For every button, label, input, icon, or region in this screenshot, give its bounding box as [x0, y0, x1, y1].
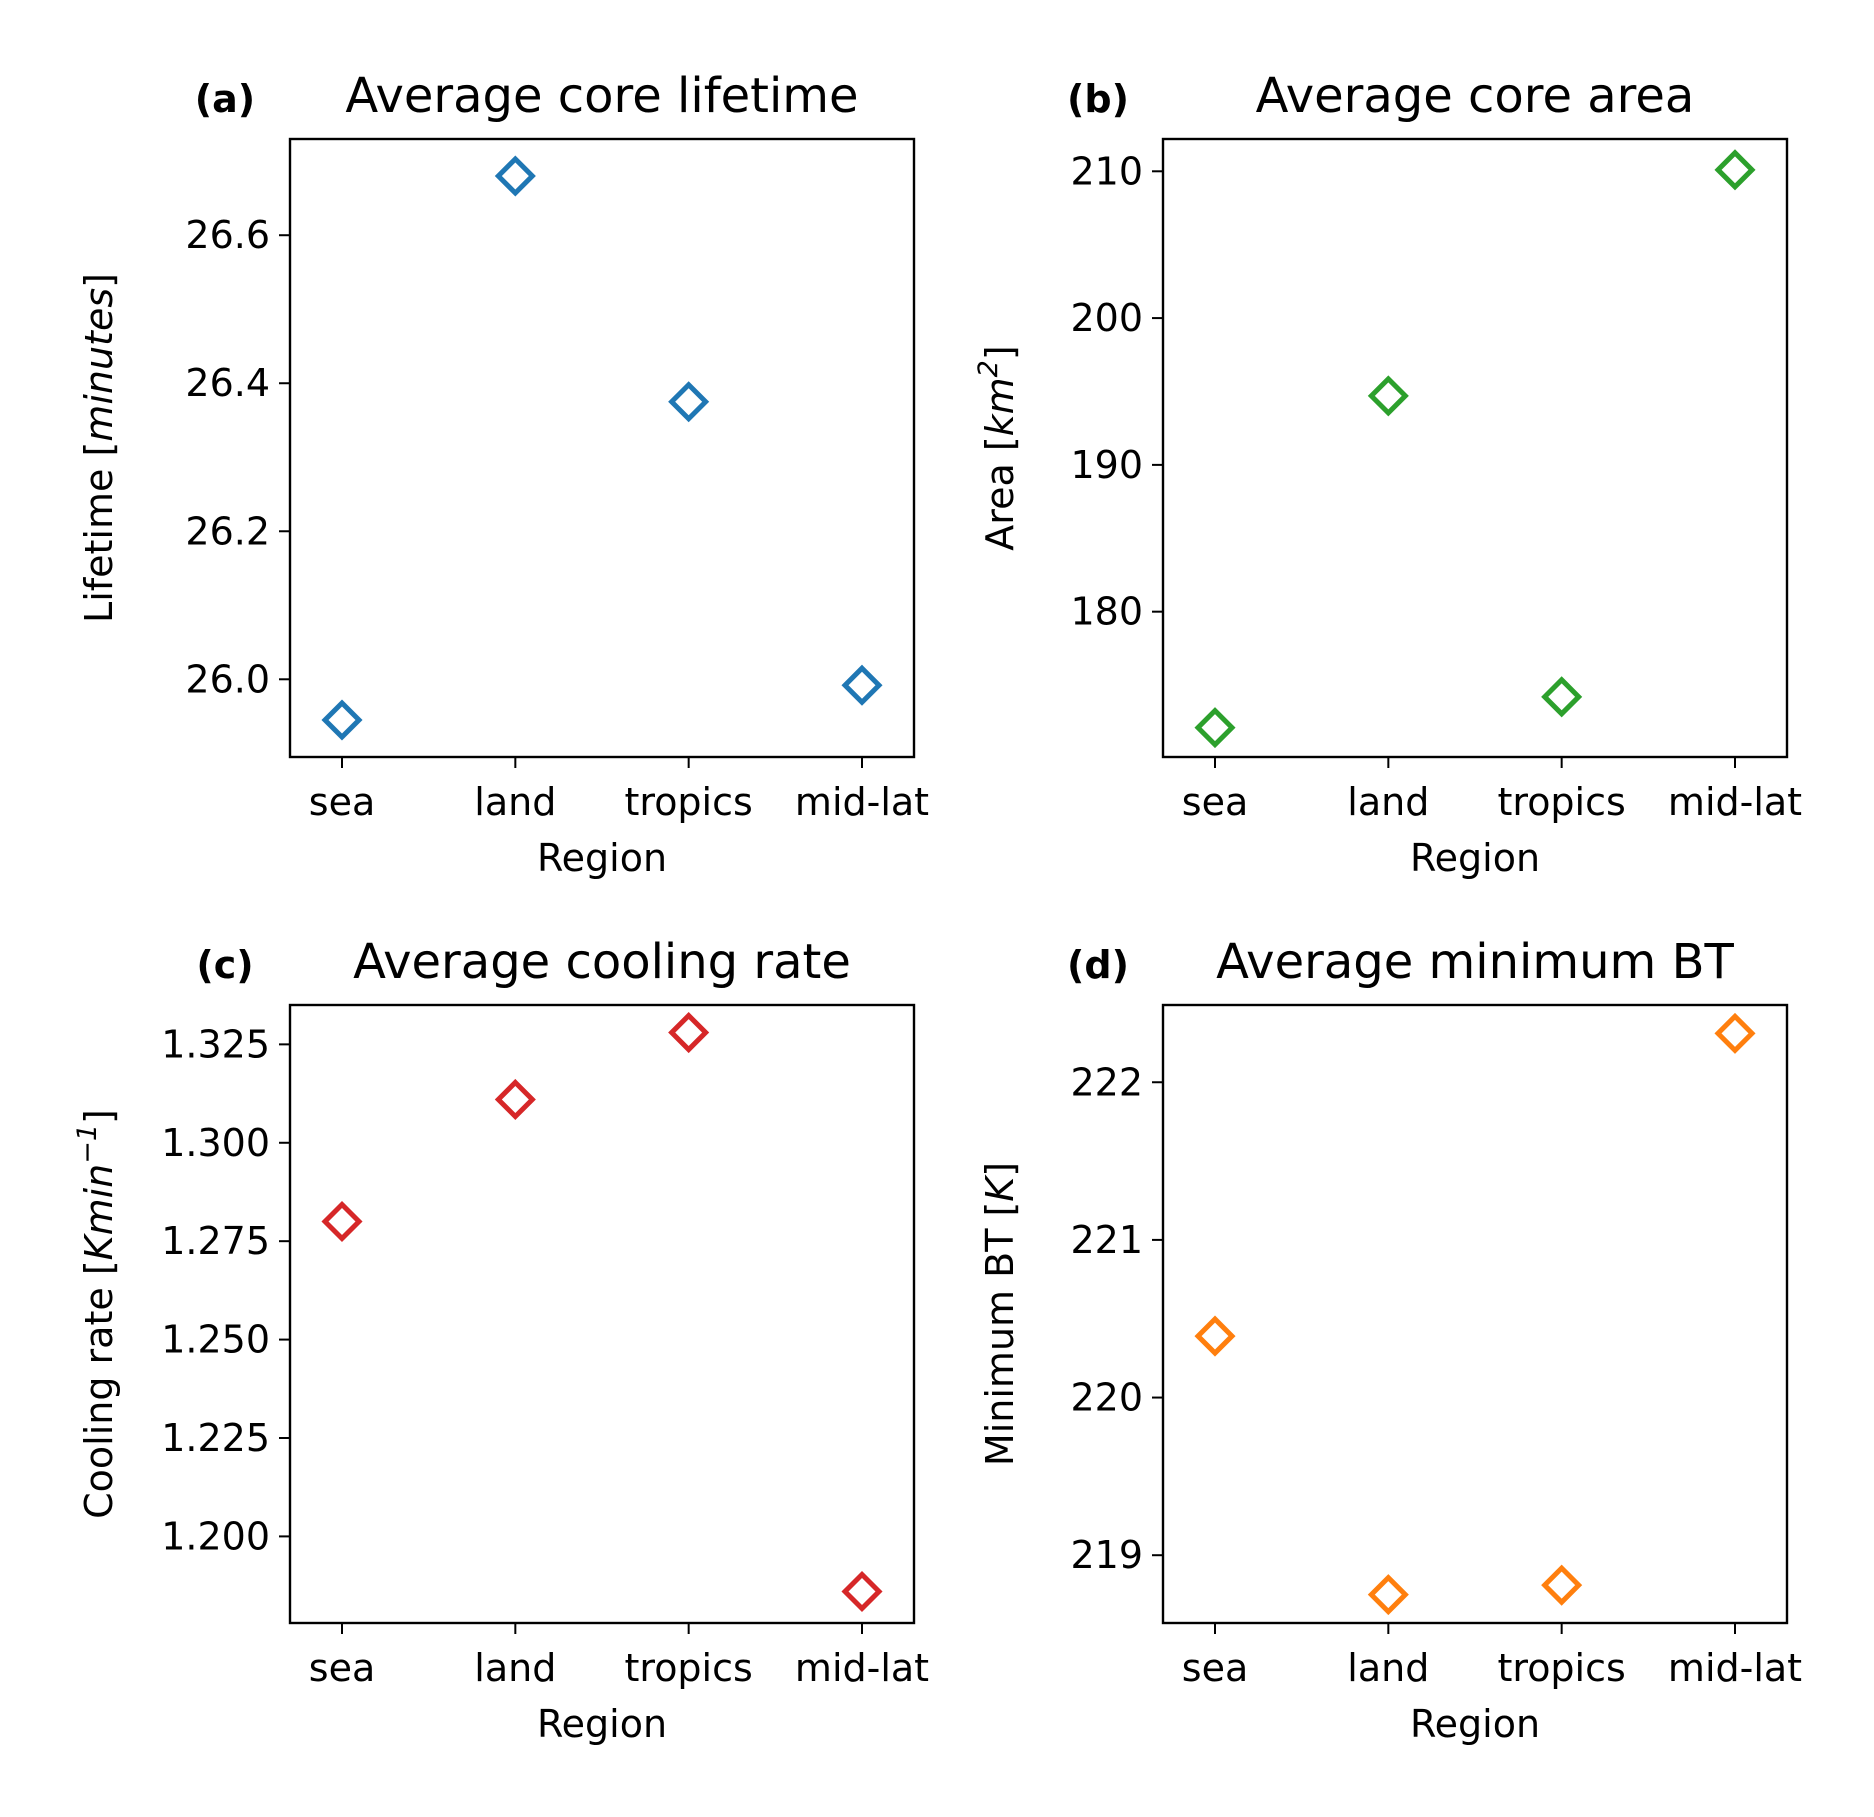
y-tick-label: 26.4	[185, 361, 270, 405]
x-tick-label: sea	[1182, 1646, 1248, 1690]
y-tick-label: 26.6	[185, 213, 270, 257]
chart-title: Average cooling rate	[353, 934, 851, 990]
x-tick-label: sea	[309, 780, 375, 824]
x-tick-label: tropics	[1498, 780, 1626, 824]
data-point-tropics	[1541, 676, 1583, 718]
data-point-sea	[321, 699, 363, 741]
x-tick-label: mid-lat	[1668, 780, 1802, 824]
data-point-tropics	[668, 381, 710, 423]
data-point-sea	[1194, 707, 1236, 749]
x-tick-label: mid-lat	[795, 780, 929, 824]
y-tick-label: 221	[1070, 1218, 1143, 1262]
data-point-land	[1367, 375, 1409, 417]
data-point-tropics	[668, 1012, 710, 1054]
panel-3: 1.200 1.225 1.250 1.275 1.300 1.325 sea land tro…	[72, 934, 929, 1746]
x-tick-label: tropics	[1498, 1646, 1626, 1690]
y-tick-label: 26.2	[185, 509, 270, 553]
x-tick-label: land	[474, 780, 556, 824]
data-point-land	[494, 155, 536, 197]
data-point-sea	[1194, 1315, 1236, 1357]
y-tick-label: 1.225	[161, 1416, 270, 1460]
y-axis-label: Lifetime [minutes]	[77, 273, 121, 623]
y-tick-label: 1.200	[161, 1514, 270, 1558]
x-tick-label: sea	[1182, 780, 1248, 824]
x-tick-label: land	[1347, 1646, 1429, 1690]
x-tick-label: land	[474, 1646, 556, 1690]
data-point-mid-lat	[1714, 149, 1756, 191]
y-tick-label: 190	[1070, 443, 1143, 487]
data-point-sea	[321, 1200, 363, 1243]
panel-label: (d)	[1067, 943, 1129, 987]
data-point-tropics	[1541, 1564, 1583, 1606]
panel-label: (b)	[1067, 77, 1129, 121]
y-tick-label: 219	[1070, 1533, 1143, 1577]
y-axis-label: Cooling rate [Kmin−1]	[72, 1109, 121, 1519]
data-point-mid-lat	[1714, 1012, 1756, 1054]
data-point-land	[1367, 1574, 1409, 1616]
panel-1: 26.0 26.2 26.4 26.6 sea land tropics mid-lat Reg…	[77, 68, 929, 880]
data-point-mid-lat	[841, 1570, 883, 1613]
x-tick-label: land	[1347, 780, 1429, 824]
chart-title: Average core lifetime	[345, 68, 858, 124]
x-tick-label: mid-lat	[795, 1646, 929, 1690]
x-axis-label: Region	[537, 1702, 667, 1746]
y-axis-label: Minimum BT [K]	[978, 1162, 1022, 1466]
x-tick-label: tropics	[625, 780, 753, 824]
y-axis-label: Area [km2]	[973, 345, 1022, 550]
y-tick-label: 220	[1070, 1376, 1143, 1420]
y-tick-label: 200	[1070, 296, 1143, 340]
axes-frame	[288, 1003, 916, 1625]
axes-frame	[1161, 137, 1789, 759]
x-tick-label: tropics	[625, 1646, 753, 1690]
y-tick-label: 210	[1070, 149, 1143, 193]
panel-label: (c)	[196, 943, 253, 987]
y-tick-label: 222	[1070, 1060, 1143, 1104]
y-tick-label: 1.275	[161, 1219, 270, 1263]
chart-title: Average minimum BT	[1216, 934, 1734, 990]
x-axis-label: Region	[1410, 836, 1540, 880]
axes-frame	[1161, 1003, 1789, 1625]
y-tick-label: 180	[1070, 590, 1143, 634]
data-point-land	[494, 1078, 536, 1121]
y-tick-label: 1.325	[161, 1022, 270, 1066]
x-axis-label: Region	[1410, 1702, 1540, 1746]
panel-4: 219 220 221 222 sea land tropics mid-lat Region M…	[978, 934, 1802, 1746]
data-point-mid-lat	[841, 664, 883, 706]
x-tick-label: mid-lat	[1668, 1646, 1802, 1690]
x-tick-label: sea	[309, 1646, 375, 1690]
y-tick-label: 1.250	[161, 1318, 270, 1362]
y-tick-label: 1.300	[161, 1121, 270, 1165]
y-tick-label: 26.0	[185, 657, 270, 701]
axes-frame	[288, 137, 916, 759]
panel-label: (a)	[195, 77, 255, 121]
x-axis-label: Region	[537, 836, 667, 880]
panel-2: 180 190 200 210 sea land tropics mid-lat Region A…	[973, 68, 1802, 880]
chart-title: Average core area	[1256, 68, 1695, 124]
